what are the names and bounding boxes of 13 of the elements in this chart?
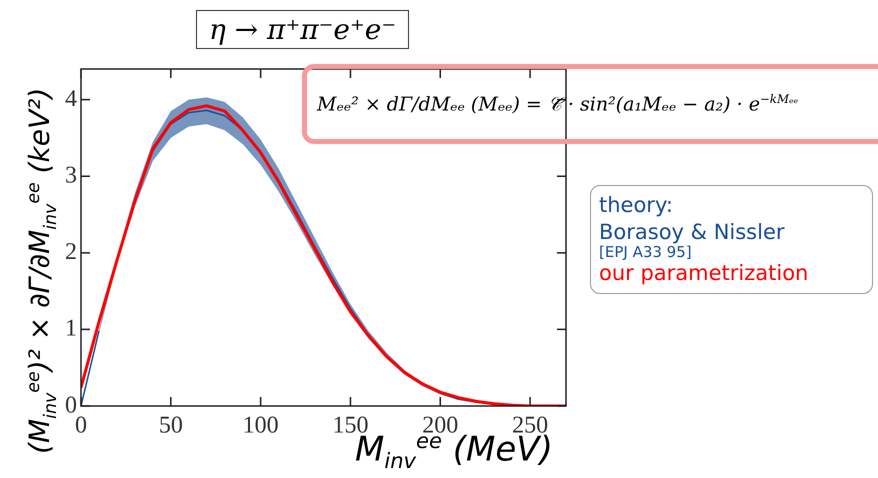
text: Borasoy & Nissler [599, 219, 786, 246]
y-tick-label: 3 [65, 162, 77, 189]
text: our parametrization [599, 260, 810, 287]
y-tick-label: 1 [65, 316, 77, 342]
legend-title: theory: [599, 192, 674, 219]
y-tick-label: 2 [65, 239, 77, 266]
x-tick-label: 50 [158, 412, 183, 439]
x-tick-label: 100 [242, 412, 279, 439]
y-tick-label: 0 [65, 392, 77, 418]
y-tick-label: 4 [65, 86, 77, 112]
chart-title: η → π⁺π⁻e⁺e⁻ [196, 10, 410, 49]
text: [EPJ A33 95] [599, 242, 693, 261]
annotation: Mₑₑ² × dΓ/dMₑₑ (Mₑₑ) = 𝒞 · sin²(a₁Mₑₑ − a₂) · e$^{−kMₑₑ}$ [302, 64, 878, 144]
